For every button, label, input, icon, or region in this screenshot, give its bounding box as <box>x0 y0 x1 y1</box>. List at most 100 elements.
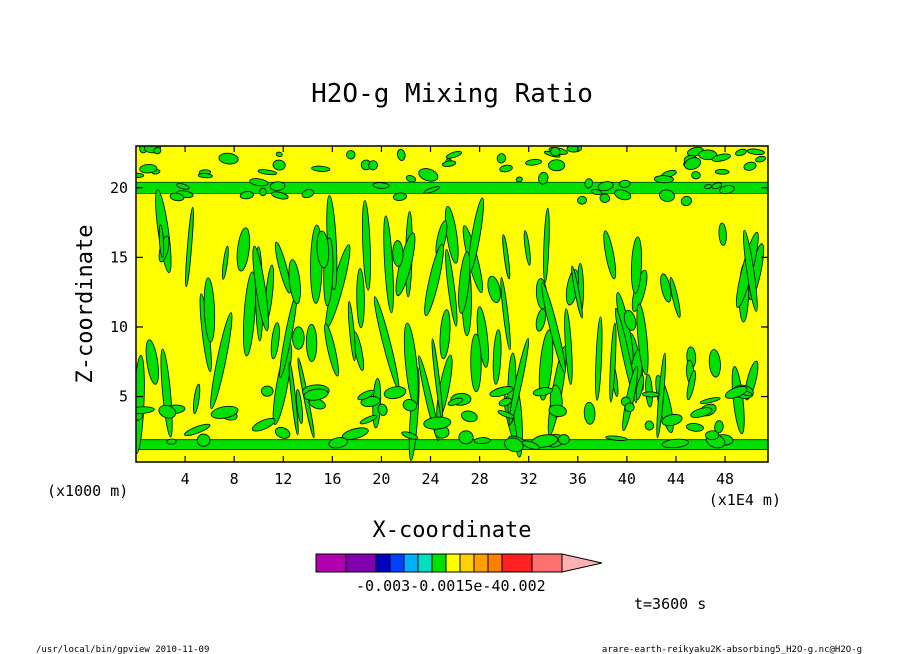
contour-blob <box>401 431 419 440</box>
x-unit-label: (x1E4 m) <box>709 491 781 509</box>
y-tick-label: 20 <box>110 179 128 197</box>
contour-blob <box>405 175 417 183</box>
contour-blob <box>731 366 745 435</box>
contour-blob <box>564 308 573 385</box>
x-tick-label: 20 <box>372 470 390 488</box>
contour-blob <box>755 155 766 163</box>
colorbar-swatch <box>315 553 347 573</box>
contour-blob <box>489 386 514 398</box>
contour-blob <box>158 405 177 419</box>
contour-blob <box>742 229 758 312</box>
contour-blob <box>249 178 269 187</box>
contour-blob <box>718 222 727 246</box>
footer-right: arare-earth-reikyaku2K-absorbing5_H2O-g.… <box>602 645 862 654</box>
contour-blob <box>508 337 530 426</box>
contour-blob <box>221 245 229 280</box>
colorbar-swatch <box>431 553 447 573</box>
contour-blob <box>347 301 356 362</box>
colorbar-swatch <box>417 553 433 573</box>
contour-blob <box>274 241 291 294</box>
x-tick-label: 28 <box>471 470 489 488</box>
contour-blob <box>392 240 404 267</box>
contour-blob <box>424 243 444 317</box>
colorbar-swatch <box>345 553 377 573</box>
contour-blob <box>447 397 464 406</box>
contour-blob <box>550 146 561 157</box>
contour-blob <box>623 309 637 331</box>
contour-blob <box>532 387 553 397</box>
contour-blob <box>558 434 570 445</box>
footer-left: /usr/local/bin/gpview 2010-11-09 <box>36 645 209 654</box>
contour-blob <box>743 161 757 171</box>
x-tick-label: 36 <box>569 470 587 488</box>
y-axis-label: Z-coordinate <box>73 225 98 384</box>
contour-blob <box>341 427 369 440</box>
contour-blob <box>571 265 583 319</box>
contour-blob <box>691 171 701 180</box>
contour-blob <box>444 205 459 264</box>
contour-blob <box>158 224 165 258</box>
contour-blob <box>684 157 702 170</box>
contour-blob <box>402 399 418 412</box>
time-label: t=3600 s <box>634 595 706 613</box>
chart-title: H2O-g Mixing Ratio <box>311 79 593 109</box>
y-unit-label: (x1000 m) <box>47 482 128 500</box>
contour-blob <box>136 406 155 415</box>
x-tick-label: 8 <box>230 470 239 488</box>
contour-blob <box>272 159 286 171</box>
colorbar-swatch <box>389 553 405 573</box>
contour-blob <box>661 438 689 449</box>
contour-blob <box>392 192 407 201</box>
contour-blob <box>521 440 540 450</box>
x-tick-label: 32 <box>520 470 538 488</box>
colorbar-swatch <box>403 553 419 573</box>
contour-blob <box>618 179 631 188</box>
y-tick-label: 10 <box>110 318 128 336</box>
contour-blob <box>498 397 513 407</box>
contour-blob <box>577 195 587 205</box>
contour-blob <box>461 410 478 423</box>
contour-blob <box>719 185 735 195</box>
contour-blob <box>547 159 566 172</box>
contour-blob <box>630 236 643 294</box>
contour-blob <box>735 148 747 157</box>
contour-blob <box>383 215 394 314</box>
contour-blob <box>500 277 511 351</box>
contour-blob <box>543 207 550 284</box>
contour-blob <box>242 271 256 357</box>
contour-blob <box>368 160 378 171</box>
contour-blob <box>288 361 299 436</box>
contour-blob <box>383 386 407 400</box>
contour-blob <box>176 183 190 190</box>
y-tick-label: 5 <box>119 388 128 406</box>
y-ticks: 5 10 15 20 <box>110 179 768 406</box>
x-tick-label: 4 <box>181 470 190 488</box>
contour-blob <box>583 401 596 425</box>
contour-blob <box>311 165 331 172</box>
contour-blob <box>644 420 655 431</box>
contour-blob <box>192 383 201 415</box>
contour-blob <box>145 339 159 385</box>
contour-blob <box>139 163 158 174</box>
contour-blob <box>301 189 315 199</box>
contour-blob <box>259 187 267 197</box>
contour-blob <box>548 404 567 417</box>
colorbar-swatch <box>501 553 533 573</box>
contour-blob <box>359 415 378 425</box>
contour-blob <box>236 227 251 272</box>
contour-blob <box>496 153 506 164</box>
contour-blob <box>605 435 628 441</box>
contour-blob <box>210 405 239 419</box>
colorbar-swatch <box>531 553 563 573</box>
contour-blob <box>538 171 549 185</box>
contour-blob <box>458 251 471 314</box>
contour-blob <box>746 148 765 156</box>
contour-blob <box>362 200 371 291</box>
upper-band <box>136 181 768 194</box>
contour-blob <box>270 322 280 360</box>
contour-blob <box>197 173 213 179</box>
contour-blob <box>269 181 286 191</box>
contour-blob <box>203 277 216 343</box>
contour-blob <box>686 370 696 401</box>
x-tick-label: 40 <box>618 470 636 488</box>
